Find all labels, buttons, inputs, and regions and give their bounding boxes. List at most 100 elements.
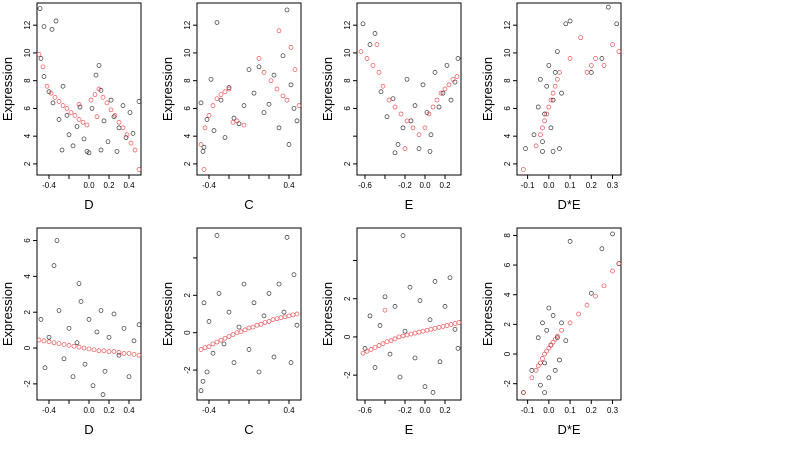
data-point [427,149,433,154]
data-point [601,63,607,68]
data-point [60,83,66,89]
data-point [42,365,48,371]
data-point [417,298,423,303]
x-tick-label: 0.0 [543,406,555,415]
data-point [266,319,272,324]
y-tick-label: 2 [343,161,352,166]
data-point [77,104,83,110]
data-point [89,106,95,111]
data-point [206,344,212,350]
data-point [567,18,573,24]
data-point [54,238,60,243]
data-point [60,103,66,108]
data-point [111,114,117,120]
x-axis-label: E [405,422,414,437]
data-point [567,238,573,244]
x-tick-label: 0.4 [283,406,295,415]
data-point [202,125,208,131]
y-tick-label: 0 [183,330,192,335]
x-tick-label: -0.6 [358,181,372,190]
data-point [280,93,286,99]
data-point [116,352,122,358]
data-point [50,100,56,106]
data-point [100,392,106,397]
y-tick-label: 6 [343,106,352,111]
x-tick-label: 0.3 [607,181,619,190]
data-point [360,350,366,356]
y-tick-label: 10 [23,48,32,57]
data-point [218,337,224,343]
data-point [442,304,448,309]
data-point [126,351,132,356]
data-point [230,332,236,337]
data-point [66,325,72,331]
data-point [281,309,287,315]
data-point [112,113,118,118]
data-point [537,360,543,366]
y-tick-label: 2 [183,161,192,166]
data-point [61,342,67,347]
data-point [292,67,298,72]
data-point [540,356,545,361]
x-axis-label: C [244,422,253,437]
data-point [230,119,236,125]
data-point [455,56,461,61]
y-tick-label: 10 [343,48,352,57]
data-point [74,340,80,346]
y-tick-label: 12 [503,20,512,29]
data-point [94,114,100,120]
data-point [546,63,552,68]
data-point [271,72,277,78]
data-point [358,49,364,54]
data-point [422,384,428,389]
data-point [280,53,286,59]
y-tick-label: -2 [503,380,512,388]
x-tick-label: 0.3 [607,406,619,415]
data-point [214,339,220,345]
x-tick-label: -0.2 [398,181,412,190]
data-point [81,136,87,142]
x-tick-label: 0.2 [586,406,598,415]
x-axis-label: D [84,422,93,437]
data-point [40,64,46,70]
data-point [128,140,134,146]
data-point [256,64,262,70]
data-point [552,83,558,89]
data-point [96,63,102,68]
data-point [214,233,220,238]
data-point [593,293,598,299]
data-point [251,300,257,306]
data-point [38,56,44,61]
y-axis-label: Expression [480,282,495,346]
data-point [557,357,562,363]
y-tick-label: 12 [183,20,192,29]
data-point [540,149,545,154]
data-point [59,147,65,153]
data-point [64,106,70,111]
data-point [74,124,80,129]
y-tick-label: 2 [23,309,32,314]
data-point [41,338,47,344]
x-tick-label: 0.1 [564,406,576,415]
data-point [276,281,282,287]
data-point [136,352,142,358]
data-point [610,231,615,237]
y-tick-label: 2 [183,293,192,298]
x-tick-label: 0.0 [83,181,95,190]
data-point [368,347,374,352]
data-point [100,94,106,100]
data-point [121,351,127,356]
data-point [395,142,401,147]
data-point [127,110,133,115]
x-tick-label: -0.4 [42,406,56,415]
data-point [294,118,300,124]
data-point [286,142,292,147]
y-axis-label: Expression [160,57,175,121]
y-tick-label: 6 [23,106,32,111]
x-tick-label: -0.1 [521,406,535,415]
data-point [76,344,82,350]
data-point [123,135,129,140]
data-point [548,125,554,131]
data-point [412,103,418,108]
data-point [447,275,453,281]
